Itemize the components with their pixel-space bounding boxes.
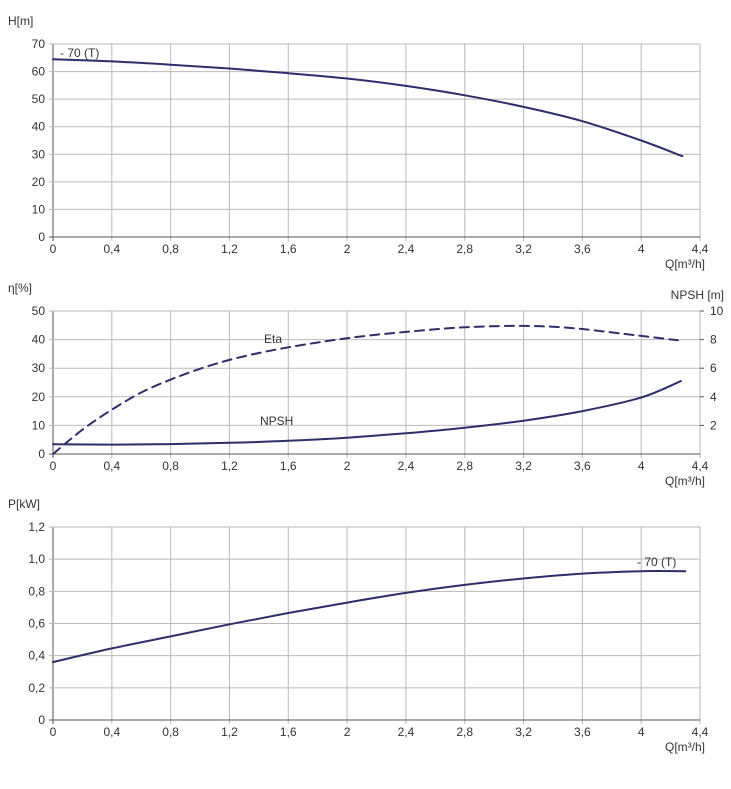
y2-tick-label: 4 — [710, 390, 717, 404]
y-tick-label: 70 — [32, 37, 46, 51]
x-tick-label: 3,2 — [515, 725, 532, 739]
x-tick-label: 0,4 — [103, 242, 120, 256]
x-tick-label: 1,2 — [221, 459, 238, 473]
y-axis-title: η[%] — [8, 281, 32, 295]
x-tick-label: 0 — [50, 459, 57, 473]
y2-tick-label: 10 — [710, 304, 724, 318]
x-tick-label: 3,6 — [574, 459, 591, 473]
series-line-eta — [52, 324, 679, 455]
y2-tick-label: 8 — [710, 333, 717, 347]
y-tick-label: 0,6 — [28, 617, 45, 631]
x-tick-label: 4 — [638, 459, 645, 473]
y-tick-label: 10 — [32, 418, 46, 432]
x-tick-label: 2 — [344, 725, 351, 739]
chart-panel-3: 0 0,4 0,8 1,2 1,6 2 2,4 2,8 3,2 3,6 4 4,4 0 0,2 0,4 0,6… — [8, 497, 709, 754]
y-tick-label: 0 — [38, 230, 45, 244]
series-label-eta: Eta — [264, 332, 282, 346]
x-tick-label: 0 — [50, 242, 57, 256]
x-tick-label: 0,8 — [162, 459, 179, 473]
x-tick-label: 4,4 — [692, 725, 709, 739]
y2-tick-label: 2 — [710, 418, 717, 432]
x-tick-label: 2,4 — [398, 242, 415, 256]
x-tick-label: 0,4 — [103, 459, 120, 473]
x-tick-label: 3,2 — [515, 459, 532, 473]
y-tick-label: 0,2 — [28, 681, 45, 695]
x-tick-label: 4 — [638, 725, 645, 739]
y-tick-label: 20 — [32, 390, 46, 404]
y-tick-label: 30 — [32, 361, 46, 375]
x-tick-label: 2,8 — [456, 242, 473, 256]
x-tick-label: 2,4 — [398, 725, 415, 739]
series-line-70-t- — [52, 570, 687, 664]
y-tick-label: 1,0 — [28, 552, 45, 566]
y2-tick-label: 6 — [710, 361, 717, 375]
x-tick-label: 2,8 — [456, 459, 473, 473]
y2-axis-title: NPSH [m] — [671, 288, 724, 302]
x-tick-label: 0,4 — [103, 725, 120, 739]
series-label-npsh: NPSH — [260, 414, 293, 428]
x-tick-label: 3,6 — [574, 242, 591, 256]
y-tick-label: 1,2 — [28, 520, 45, 534]
x-tick-label: 1,6 — [280, 459, 297, 473]
y-tick-label: 50 — [32, 304, 46, 318]
x-tick-label: 0 — [50, 725, 57, 739]
x-tick-label: 3,2 — [515, 242, 532, 256]
y-axis-title: P[kW] — [8, 497, 40, 511]
chart-panel-2: 0 0,4 0,8 1,2 1,6 2 2,4 2,8 3,2 3,6 4 4,4 0 10 20 30 40 5… — [8, 281, 724, 488]
x-tick-label: 1,6 — [280, 725, 297, 739]
series-annotation: - 70 (T) — [60, 46, 99, 60]
y-tick-label: 60 — [32, 65, 46, 79]
x-axis-title: Q[m³/h] — [665, 474, 705, 488]
x-tick-label: 2 — [344, 459, 351, 473]
x-tick-label: 1,6 — [280, 242, 297, 256]
x-tick-label: 1,2 — [221, 242, 238, 256]
x-axis-title: Q[m³/h] — [665, 257, 705, 271]
x-tick-label: 0,8 — [162, 725, 179, 739]
y-tick-label: 50 — [32, 92, 46, 106]
x-tick-label: 3,6 — [574, 725, 591, 739]
x-tick-label: 2 — [344, 242, 351, 256]
x-tick-label: 2,4 — [398, 459, 415, 473]
chart-panel-1: 0 0,4 0,8 1,2 1,6 2 2,4 2,8 3,2 3,6 4 4,4 0 10 20 30 40 5… — [8, 14, 709, 271]
x-tick-label: 1,2 — [221, 725, 238, 739]
y-tick-label: 0 — [38, 447, 45, 461]
series-annotation: - 70 (T) — [637, 555, 676, 569]
y-tick-label: 10 — [32, 202, 46, 216]
y-tick-label: 20 — [32, 175, 46, 189]
y-tick-label: 30 — [32, 147, 46, 161]
y-tick-label: 0,8 — [28, 584, 45, 598]
x-tick-label: 2,8 — [456, 725, 473, 739]
y-tick-label: 40 — [32, 120, 46, 134]
x-tick-label: 4,4 — [692, 242, 709, 256]
x-tick-label: 4 — [638, 242, 645, 256]
y-tick-label: 40 — [32, 333, 46, 347]
x-axis-title: Q[m³/h] — [665, 740, 705, 754]
y-axis-title: H[m] — [8, 14, 33, 28]
y-tick-label: 0,4 — [28, 649, 45, 663]
series-line-npsh — [52, 380, 682, 446]
x-tick-label: 0,8 — [162, 242, 179, 256]
x-tick-label: 4,4 — [692, 459, 709, 473]
series-line-70-t- — [52, 58, 684, 158]
y-tick-label: 0 — [38, 713, 45, 727]
